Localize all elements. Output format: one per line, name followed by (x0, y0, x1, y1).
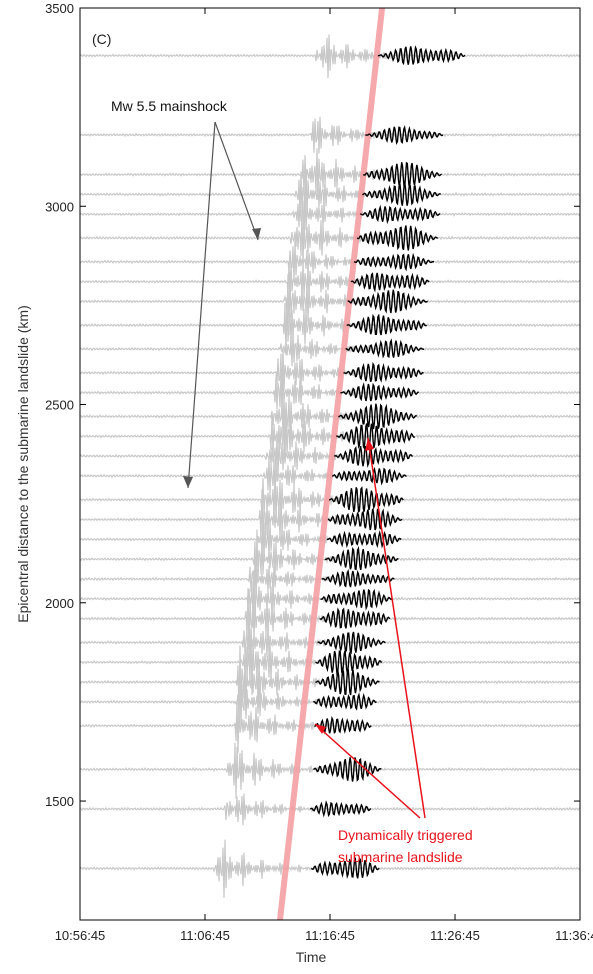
y-tick-label: 3000 (45, 199, 74, 214)
background-trace (80, 242, 580, 283)
background-trace (80, 529, 580, 588)
landslide-signal (377, 45, 466, 66)
background-trace (80, 645, 580, 714)
landslide-signal (340, 382, 419, 402)
landslide-signal (309, 800, 372, 818)
landslide-signal (320, 588, 392, 611)
landslide-signal (365, 124, 444, 145)
landslide-signal (317, 631, 386, 655)
background-trace (80, 742, 580, 799)
mainshock-annotation: Mw 5.5 mainshock (111, 98, 261, 489)
mainshock-arrowhead-lower (183, 476, 193, 488)
background-trace (80, 297, 580, 356)
landslide-signal (313, 692, 377, 711)
landslide-signal (347, 289, 428, 314)
mainshock-arrowhead-upper (252, 228, 261, 240)
background-trace (80, 408, 580, 464)
y-tick-label: 2000 (45, 596, 74, 611)
landslide-signal (326, 529, 402, 549)
x-tick-label: 11:36:45 (555, 928, 593, 943)
landslide-label-line1: Dynamically triggered (338, 827, 473, 843)
landslide-signal (319, 607, 391, 629)
x-tick-label: 11:16:45 (305, 928, 355, 943)
landslide-signal (356, 225, 438, 251)
landslide-signal (362, 161, 442, 189)
y-axis-label: Epicentral distance to the submarine lan… (15, 305, 31, 623)
background-trace (80, 331, 580, 367)
mainshock-arrow-lower (187, 121, 216, 489)
panel-label: (C) (92, 31, 111, 47)
landslide-signal (327, 508, 403, 531)
landslide-arrow-upper (367, 437, 426, 819)
landslide-signal (328, 486, 404, 514)
mainshock-label: Mw 5.5 mainshock (111, 98, 228, 114)
landslide-signal (334, 445, 414, 468)
landslide-signal (353, 252, 435, 272)
landslide-arrow-lower (314, 723, 421, 819)
background-trace (80, 839, 580, 898)
background-trace (80, 272, 580, 336)
background-trace (80, 168, 580, 218)
y-tick-label: 2500 (45, 398, 74, 413)
y-tick-label: 1500 (45, 794, 74, 809)
landslide-signals (309, 45, 466, 879)
background-trace (80, 261, 580, 306)
background-trace (80, 116, 580, 154)
y-axis: 1500 2000 2500 3000 3500 (45, 1, 580, 809)
background-trace (80, 628, 580, 696)
background-trace (80, 208, 580, 270)
landslide-signal (310, 856, 380, 879)
landslide-signal (345, 338, 425, 359)
landslide-signal (313, 757, 382, 782)
landslide-signal (346, 313, 428, 336)
landslide-signal (332, 466, 407, 486)
landslide-signal (338, 403, 418, 430)
x-axis: 10:56:45 11:06:45 11:16:45 11:26:45 11:36:45 (55, 8, 593, 943)
background-trace (80, 392, 580, 439)
background-trace (80, 370, 580, 415)
background-trace (80, 148, 580, 200)
background-trace (80, 192, 580, 236)
y-tick-label: 3500 (45, 1, 74, 16)
background-trace (80, 347, 580, 400)
landslide-signal (350, 272, 430, 293)
landslide-label-line2: submarine landslide (338, 849, 463, 865)
landslide-signal (321, 568, 395, 588)
landslide-signal (336, 423, 416, 451)
mainshock-arrow-upper (214, 121, 259, 241)
x-tick-label: 10:56:45 (55, 928, 106, 943)
landslide-signal (343, 361, 424, 383)
landslide-signal (362, 182, 442, 206)
landslide-arrowhead-lower (315, 724, 326, 734)
x-axis-label: Time (296, 949, 327, 965)
x-tick-label: 11:06:45 (180, 928, 230, 943)
landslide-annotation: Dynamically triggered submarine landslid… (314, 437, 473, 865)
landslide-signal (360, 204, 441, 225)
landslide-signal (315, 650, 383, 677)
landslide-arrowhead-upper (365, 438, 374, 451)
x-tick-label: 11:26:45 (430, 928, 480, 943)
background-trace (80, 34, 580, 79)
landslide-moveout-line (277, 8, 386, 920)
background-trace (80, 699, 580, 753)
